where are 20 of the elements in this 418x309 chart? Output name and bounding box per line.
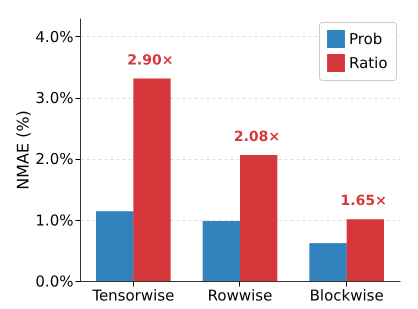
legend-label: Prob: [349, 30, 382, 48]
bar: [240, 155, 278, 281]
x-tick-label: Blockwise: [310, 286, 384, 304]
annotation: 2.90×: [127, 52, 174, 69]
bar: [96, 211, 134, 281]
y-axis-title: NMAE (%): [13, 110, 32, 190]
y-tick-label: 3.0%: [35, 89, 74, 108]
y-tick-label: 1.0%: [35, 211, 74, 230]
y-tick-label: 2.0%: [35, 150, 74, 168]
x-tick-label: Rowwise: [208, 286, 272, 304]
legend-label: Ratio: [349, 54, 388, 72]
x-tick-label: Tensorwise: [91, 286, 174, 304]
annotation: 1.65×: [340, 193, 387, 210]
bar: [202, 221, 240, 281]
annotation: 2.08×: [234, 129, 280, 146]
bar: [346, 219, 384, 281]
y-tick-label: 4.0%: [35, 28, 74, 46]
bar: [309, 243, 347, 281]
y-tick-label: 0.0%: [35, 272, 74, 290]
bar: [133, 78, 171, 281]
